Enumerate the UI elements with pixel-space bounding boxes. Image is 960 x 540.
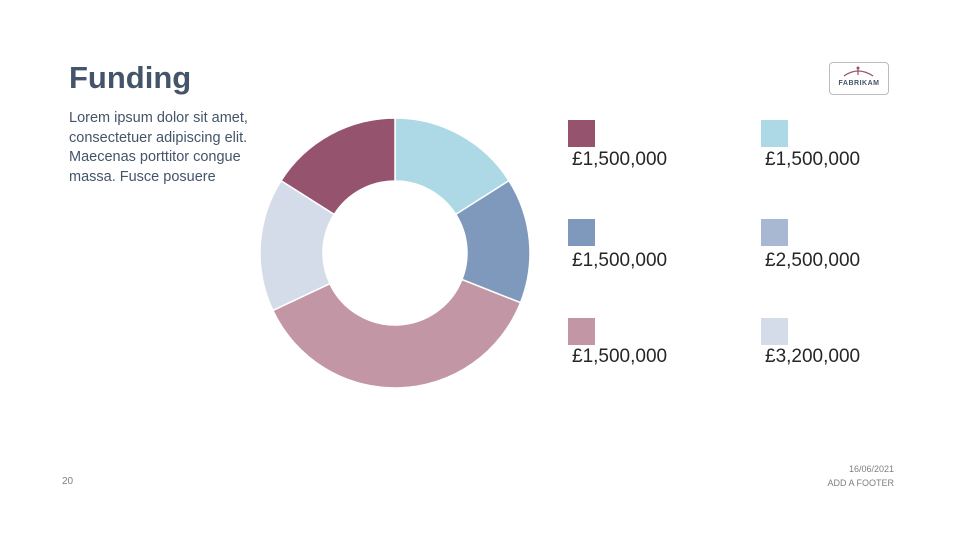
legend-swatch <box>568 120 595 147</box>
legend-swatch <box>568 219 595 246</box>
date: 16/06/2021 <box>848 464 894 474</box>
logo: FABRIKAM <box>829 62 889 95</box>
legend-label: £1,500,000 <box>572 149 668 170</box>
legend-label: £1,500,000 <box>765 149 861 170</box>
legend-swatch <box>761 219 788 246</box>
slide-title: Funding <box>69 60 192 95</box>
footer: ADD A FOOTER <box>827 478 894 488</box>
body-text: Lorem ipsum dolor sit amet, consectetuer… <box>69 110 248 185</box>
page-number: 20 <box>62 476 74 487</box>
legend-swatch <box>761 120 788 147</box>
legend-label: £2,500,000 <box>765 250 861 271</box>
donut-segment <box>271 278 522 389</box>
legend-swatch <box>761 318 788 345</box>
donut-segment <box>279 117 396 216</box>
legend-label: £1,500,000 <box>572 346 668 367</box>
legend-label: £1,500,000 <box>572 250 668 271</box>
legend-swatch <box>568 318 595 345</box>
legend-label: £3,200,000 <box>765 346 861 367</box>
logo-text: FABRIKAM <box>838 80 880 87</box>
logo-icon <box>843 66 874 77</box>
